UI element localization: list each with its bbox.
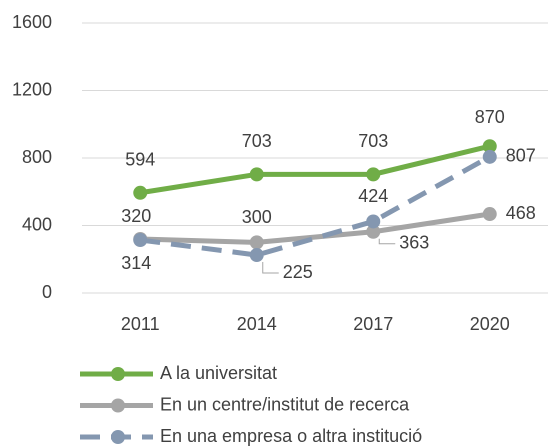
data-label: 300 — [242, 207, 272, 227]
legend-marker — [111, 398, 125, 413]
y-tick-label: 800 — [22, 147, 52, 167]
point — [249, 167, 264, 182]
point — [366, 224, 381, 239]
data-label: 870 — [475, 107, 505, 127]
legend-marker — [111, 367, 125, 381]
leader-line — [262, 262, 279, 274]
data-label: 225 — [283, 262, 313, 282]
data-label: 807 — [506, 146, 536, 166]
x-tick-label: 2011 — [121, 314, 160, 334]
data-label: 320 — [121, 206, 151, 226]
point — [482, 139, 497, 154]
y-tick-label: 0 — [42, 282, 52, 302]
x-tick-label: 2017 — [353, 314, 393, 334]
leader-line — [378, 238, 396, 245]
y-tick-label: 1200 — [12, 79, 52, 99]
legend-marker — [111, 430, 125, 444]
point — [482, 149, 497, 164]
data-label: 468 — [506, 203, 536, 223]
x-tick-label: 2014 — [237, 314, 277, 334]
y-tick-label: 1600 — [12, 12, 52, 32]
data-label: 314 — [121, 253, 151, 273]
data-label: 594 — [125, 150, 155, 170]
point — [366, 167, 381, 182]
data-label: 703 — [242, 131, 272, 151]
data-label: 363 — [399, 232, 429, 252]
point — [249, 235, 264, 250]
series-line — [139, 143, 491, 196]
legend-label: A la universitat — [160, 363, 277, 383]
data-label: 424 — [358, 186, 388, 206]
series-line — [140, 211, 491, 245]
point — [133, 233, 148, 248]
legend-label: En una empresa o altra institució — [160, 426, 422, 446]
point — [249, 248, 264, 263]
x-tick-label: 2020 — [470, 314, 510, 334]
point — [482, 207, 497, 222]
point — [366, 214, 381, 229]
point — [133, 185, 148, 200]
y-tick-label: 400 — [22, 214, 52, 234]
data-label: 703 — [358, 131, 388, 151]
legend-label: En un centre/institut de recerca — [160, 394, 410, 414]
